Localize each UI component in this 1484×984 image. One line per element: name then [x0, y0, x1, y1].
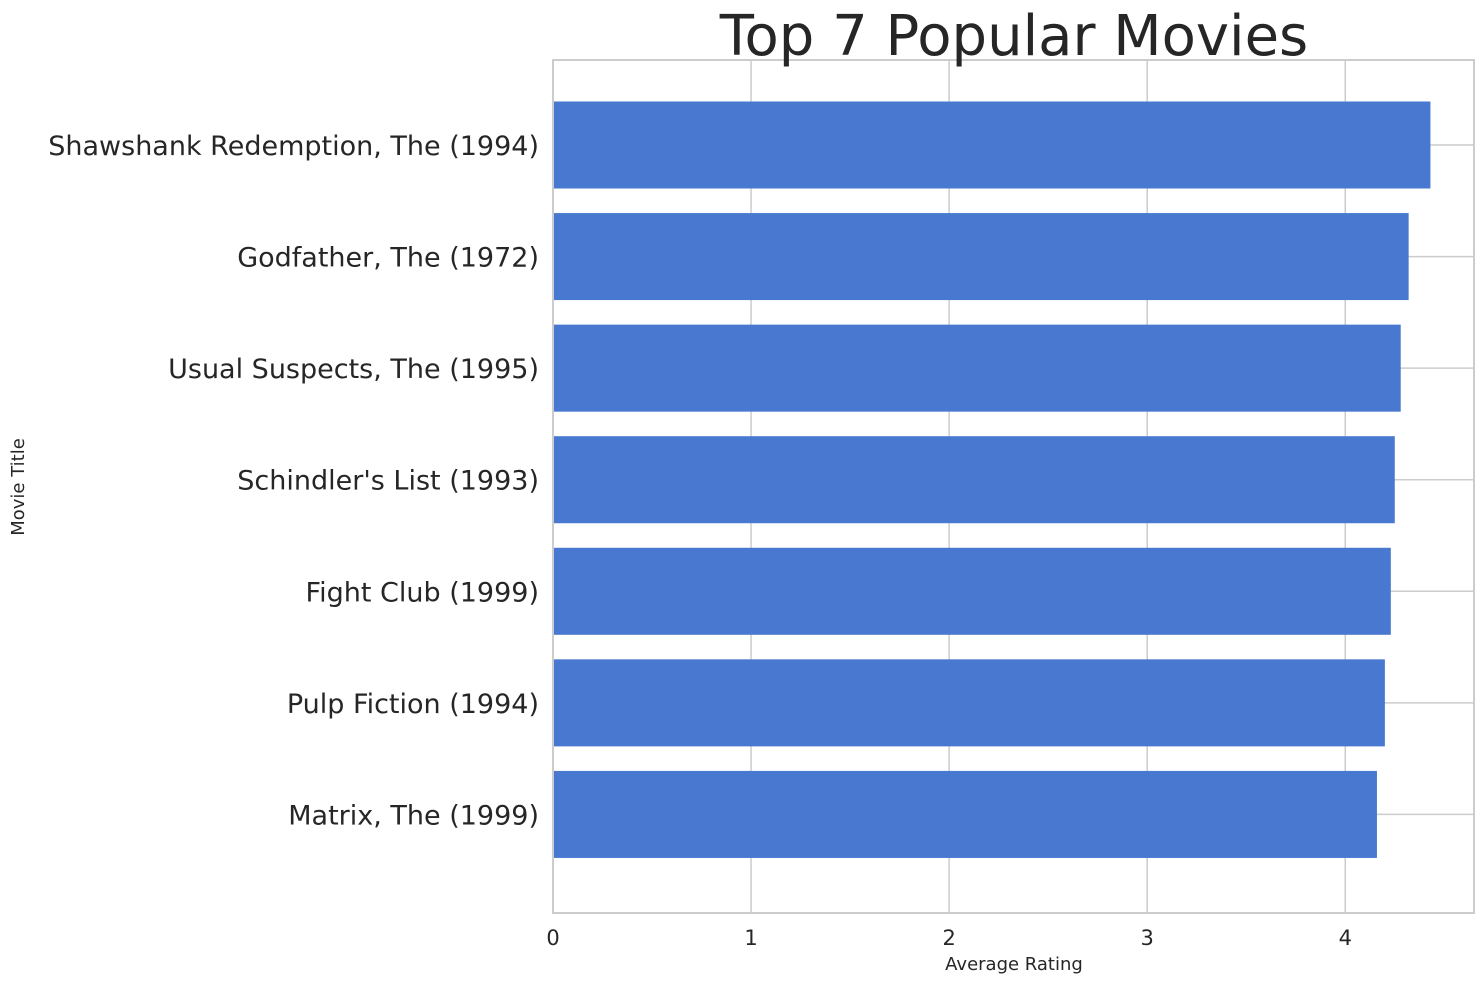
x-tick-label: 3	[1141, 926, 1154, 950]
y-tick-label: Godfather, The (1972)	[237, 243, 539, 274]
x-tick-label: 2	[942, 926, 955, 950]
bar-layer	[553, 101, 1431, 858]
x-tick-label: 1	[744, 926, 757, 950]
chart-title: Top 7 Popular Movies	[719, 4, 1308, 69]
y-tick-label: Shawshank Redemption, The (1994)	[48, 131, 539, 162]
y-tick-label: Schindler's List (1993)	[237, 466, 539, 497]
axis-layer: 0 1 2 3 4 Shawshank Redemption, The (1994) God…	[48, 59, 1475, 950]
y-tick-label: Matrix, The (1999)	[288, 800, 539, 831]
bar	[553, 770, 1377, 858]
y-tick-label: Fight Club (1999)	[306, 577, 539, 608]
bar	[553, 436, 1395, 524]
bar	[553, 101, 1431, 189]
bar	[553, 659, 1385, 747]
x-tick-label: 4	[1339, 926, 1352, 950]
bar	[553, 213, 1409, 301]
y-axis-label: Movie Title	[8, 438, 29, 536]
x-axis-label: Average Rating	[945, 954, 1083, 975]
bar	[553, 547, 1391, 635]
bar	[553, 324, 1401, 412]
plot-frame	[552, 59, 1475, 914]
y-tick-label: Usual Suspects, The (1995)	[168, 354, 539, 385]
x-tick-label: 0	[546, 926, 559, 950]
y-tick-label: Pulp Fiction (1994)	[287, 689, 539, 720]
